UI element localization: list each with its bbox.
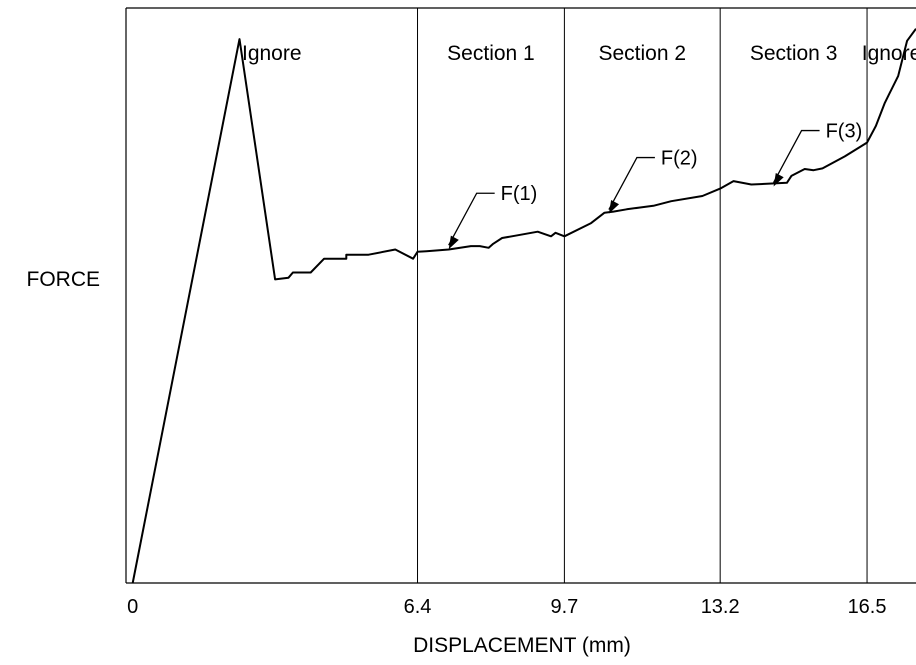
region-label: Ignore xyxy=(242,42,302,65)
region-label: Ignore xyxy=(862,42,916,65)
annotation-label: F(2) xyxy=(661,148,698,170)
annotation-leader-line xyxy=(773,129,820,183)
region-label: Section 1 xyxy=(447,42,535,65)
y-axis-label: FORCE xyxy=(27,268,101,291)
x-tick-label: 6.4 xyxy=(404,596,432,618)
x-tick-label: 16.5 xyxy=(848,596,887,618)
region-label: Section 2 xyxy=(599,42,687,65)
annotation-leader-line xyxy=(608,156,655,210)
annotation-arrowhead xyxy=(773,172,784,187)
annotation-label: F(3) xyxy=(826,121,863,143)
annotation-arrowhead xyxy=(608,199,620,214)
force-curve-line xyxy=(131,28,916,584)
x-tick-label: 13.2 xyxy=(701,596,740,618)
x-tick-label: 0 xyxy=(127,596,138,618)
annotation-leader-line xyxy=(448,192,495,246)
annotation-label: F(1) xyxy=(501,183,538,205)
x-axis-label: DISPLACEMENT (mm) xyxy=(413,634,631,657)
region-label: Section 3 xyxy=(750,42,838,65)
x-tick-label: 9.7 xyxy=(550,596,578,618)
annotation-arrowhead xyxy=(448,235,459,250)
